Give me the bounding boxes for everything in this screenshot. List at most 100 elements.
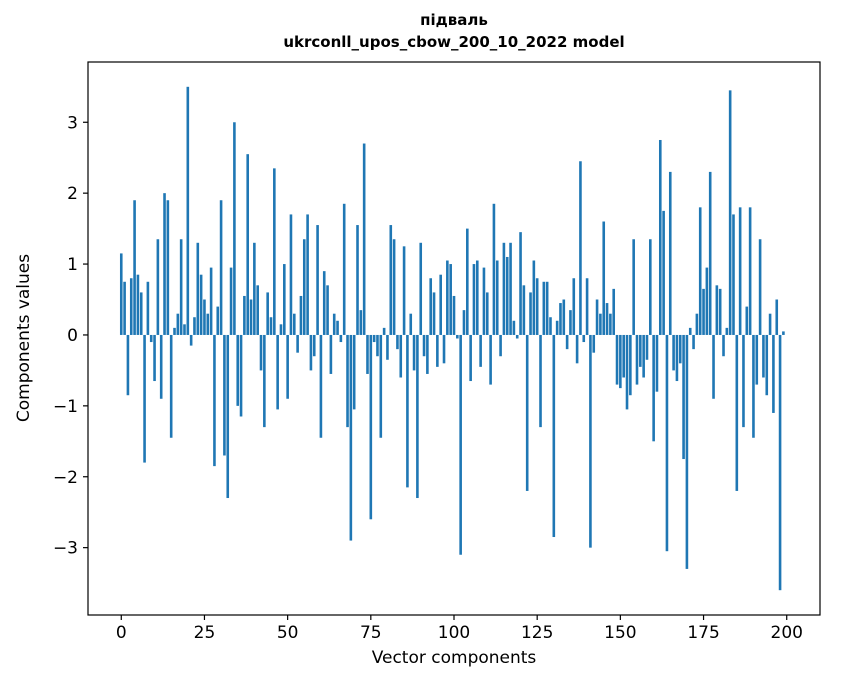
bar — [136, 274, 140, 335]
bar — [149, 334, 153, 343]
bar — [169, 334, 173, 438]
bar — [545, 281, 549, 335]
bar — [772, 334, 775, 413]
bar — [332, 313, 336, 335]
bar — [672, 334, 675, 371]
bar — [579, 161, 582, 335]
bar — [359, 310, 363, 335]
bar — [609, 313, 612, 335]
bar — [456, 334, 459, 339]
bar — [668, 171, 672, 335]
bar — [426, 334, 429, 374]
bar — [535, 278, 539, 335]
bar — [519, 232, 522, 335]
bar — [582, 334, 586, 343]
chart-title-line1: підваль — [420, 11, 488, 29]
bar — [722, 334, 725, 357]
bar — [732, 214, 735, 335]
bar — [253, 242, 256, 335]
bar — [712, 334, 715, 399]
bar — [259, 334, 263, 371]
bar — [382, 327, 386, 335]
bar — [312, 334, 316, 357]
x-tick-label: 150 — [604, 623, 636, 643]
bar — [735, 334, 739, 491]
bar — [649, 239, 652, 335]
bar — [203, 299, 206, 335]
bar — [276, 334, 279, 410]
bar — [532, 260, 536, 335]
bar — [286, 334, 289, 399]
bar — [299, 295, 303, 335]
bar — [449, 264, 452, 335]
y-tick-labels: −3 −2 −1 0 1 2 3 — [53, 113, 78, 558]
bar — [199, 274, 203, 335]
y-axis-ticks — [83, 121, 88, 549]
bar — [346, 334, 349, 428]
bar — [196, 242, 200, 335]
bar — [156, 239, 160, 335]
bar — [472, 264, 476, 335]
bar — [542, 281, 546, 335]
bar — [652, 334, 655, 442]
y-tick-label: 0 — [67, 326, 78, 346]
bar — [585, 278, 589, 335]
bar — [752, 334, 755, 438]
bar — [768, 313, 772, 335]
bar — [682, 334, 685, 460]
chart-title: підваль ukrconll_upos_cbow_200_10_2022 m… — [88, 10, 820, 54]
plot-border — [87, 61, 821, 616]
bar — [133, 200, 136, 335]
bar — [176, 313, 180, 335]
y-tick-label: 2 — [67, 184, 78, 204]
x-tick-label: 25 — [194, 623, 216, 643]
bar — [592, 334, 596, 353]
x-tick-label: 125 — [521, 623, 553, 643]
bar — [555, 320, 559, 335]
bar — [692, 334, 695, 350]
bar — [329, 334, 333, 374]
bar — [635, 334, 639, 385]
bar — [342, 203, 346, 335]
bar — [229, 267, 233, 335]
bar — [193, 317, 196, 335]
bar — [309, 334, 313, 371]
bar — [249, 299, 253, 335]
bar — [123, 281, 126, 335]
bar — [525, 334, 529, 491]
bar — [236, 334, 240, 406]
bar — [658, 139, 662, 335]
bar — [412, 334, 416, 371]
bar — [738, 207, 742, 335]
bar — [153, 334, 156, 382]
bar — [246, 154, 250, 335]
bar — [459, 334, 462, 555]
bar — [416, 334, 419, 499]
bar — [206, 313, 210, 335]
bar — [485, 292, 489, 335]
bar — [223, 334, 226, 456]
bar — [599, 313, 602, 335]
bar — [562, 299, 566, 335]
bar — [765, 334, 769, 396]
bar — [219, 200, 223, 335]
bar — [436, 334, 439, 367]
bar — [406, 334, 409, 488]
bar — [502, 242, 506, 335]
bar — [279, 324, 283, 335]
bar — [728, 90, 732, 335]
bar — [615, 334, 619, 385]
bar — [698, 207, 702, 335]
bar — [243, 295, 246, 335]
bar — [119, 253, 123, 335]
bar — [289, 214, 293, 335]
x-tick-label: 100 — [438, 623, 470, 643]
bar — [376, 334, 379, 357]
bar — [602, 221, 606, 335]
x-tick-label: 0 — [116, 623, 127, 643]
bar — [129, 278, 133, 335]
bar — [778, 334, 782, 591]
bar — [452, 295, 456, 335]
bar — [442, 334, 446, 364]
